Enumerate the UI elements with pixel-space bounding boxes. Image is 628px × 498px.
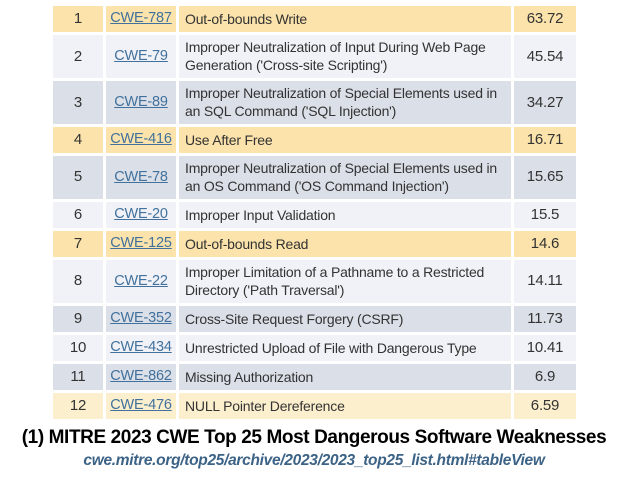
score-cell: 63.72 [514,6,576,32]
rank-cell: 7 [53,230,103,257]
weakness-name-cell: Missing Authorization [179,363,511,390]
cwe-table-body: 1 CWE-787 Out-of-bounds Write 63.72 2 CWE-79 I… [53,6,576,419]
rank-cell: 11 [53,363,103,390]
table-row: 7 CWE-125 Out-of-bounds Read 14.6 [53,230,576,257]
table-row: 6 CWE-20 Improper Input Validation 15.5 [53,201,576,228]
score-cell: 14.11 [514,259,576,303]
cwe-id-cell: CWE-79 [106,35,176,78]
weakness-name-cell: Improper Input Validation [179,201,511,228]
rank-cell: 4 [53,126,103,153]
cwe-table-container: 1 CWE-787 Out-of-bounds Write 63.72 2 CWE-79 I… [50,3,628,422]
cwe-id-cell: CWE-434 [106,334,176,361]
cwe-id-link[interactable]: CWE-862 [110,368,172,385]
weakness-name-cell: Improper Neutralization of Special Eleme… [179,155,511,199]
cwe-id-link[interactable]: CWE-20 [114,206,168,223]
weakness-name-cell: NULL Pointer Dereference [179,392,511,419]
cwe-top25-table: 1 CWE-787 Out-of-bounds Write 63.72 2 CWE-79 I… [50,3,579,422]
cwe-id-cell: CWE-476 [106,392,176,419]
score-cell: 15.5 [514,201,576,228]
cwe-id-cell: CWE-89 [106,80,176,124]
table-row: 12 CWE-476 NULL Pointer Dereference 6.59 [53,392,576,419]
rank-cell: 5 [53,155,103,199]
rank-cell: 8 [53,259,103,303]
score-cell: 14.6 [514,230,576,257]
table-row: 10 CWE-434 Unrestricted Upload of File wit… [53,334,576,361]
table-row: 5 CWE-78 Improper Neutralization of Specia… [53,155,576,199]
weakness-name-cell: Use After Free [179,126,511,153]
cwe-id-link[interactable]: CWE-79 [114,47,168,64]
cwe-id-cell: CWE-125 [106,230,176,257]
weakness-name-cell: Out-of-bounds Read [179,230,511,257]
cwe-id-cell: CWE-787 [106,6,176,32]
score-cell: 15.65 [514,155,576,199]
cwe-id-link[interactable]: CWE-434 [110,339,172,356]
cwe-id-cell: CWE-416 [106,126,176,153]
figure-caption: (1) MITRE 2023 CWE Top 25 Most Dangerous… [21,426,607,448]
cwe-id-link[interactable]: CWE-787 [110,10,172,27]
cwe-id-cell: CWE-352 [106,305,176,332]
score-cell: 6.9 [514,363,576,390]
weakness-name-cell: Cross-Site Request Forgery (CSRF) [179,305,511,332]
source-url-link[interactable]: cwe.mitre.org/top25/archive/2023/2023_to… [83,451,545,469]
cwe-id-link[interactable]: CWE-352 [110,310,172,327]
table-row: 11 CWE-862 Missing Authorization 6.9 [53,363,576,390]
rank-cell: 6 [53,201,103,228]
weakness-name-cell: Unrestricted Upload of File with Dangero… [179,334,511,361]
table-row: 8 CWE-22 Improper Limitation of a Pathname… [53,259,576,303]
rank-cell: 2 [53,35,103,78]
weakness-name-cell: Improper Limitation of a Pathname to a R… [179,259,511,303]
rank-cell: 10 [53,334,103,361]
table-row: 1 CWE-787 Out-of-bounds Write 63.72 [53,6,576,32]
weakness-name-cell: Out-of-bounds Write [179,6,511,32]
cwe-id-link[interactable]: CWE-416 [110,131,172,148]
table-row: 3 CWE-89 Improper Neutralization of Specia… [53,80,576,124]
cwe-id-cell: CWE-78 [106,155,176,199]
cwe-id-cell: CWE-20 [106,201,176,228]
cwe-id-link[interactable]: CWE-125 [110,235,172,252]
score-cell: 11.73 [514,305,576,332]
rank-cell: 1 [53,6,103,32]
table-row: 9 CWE-352 Cross-Site Request Forgery (CSRF… [53,305,576,332]
weakness-name-cell: Improper Neutralization of Input During … [179,35,511,78]
score-cell: 45.54 [514,35,576,78]
score-cell: 10.41 [514,334,576,361]
score-cell: 34.27 [514,80,576,124]
table-row: 4 CWE-416 Use After Free 16.71 [53,126,576,153]
weakness-name-cell: Improper Neutralization of Special Eleme… [179,80,511,124]
cwe-id-cell: CWE-862 [106,363,176,390]
table-row: 2 CWE-79 Improper Neutralization of Input … [53,35,576,78]
cwe-id-link[interactable]: CWE-22 [114,272,168,289]
score-cell: 16.71 [514,126,576,153]
rank-cell: 12 [53,392,103,419]
score-cell: 6.59 [514,392,576,419]
cwe-id-cell: CWE-22 [106,259,176,303]
cwe-id-link[interactable]: CWE-476 [110,397,172,414]
cwe-id-link[interactable]: CWE-78 [114,168,168,185]
cwe-id-link[interactable]: CWE-89 [114,93,168,110]
rank-cell: 9 [53,305,103,332]
rank-cell: 3 [53,80,103,124]
